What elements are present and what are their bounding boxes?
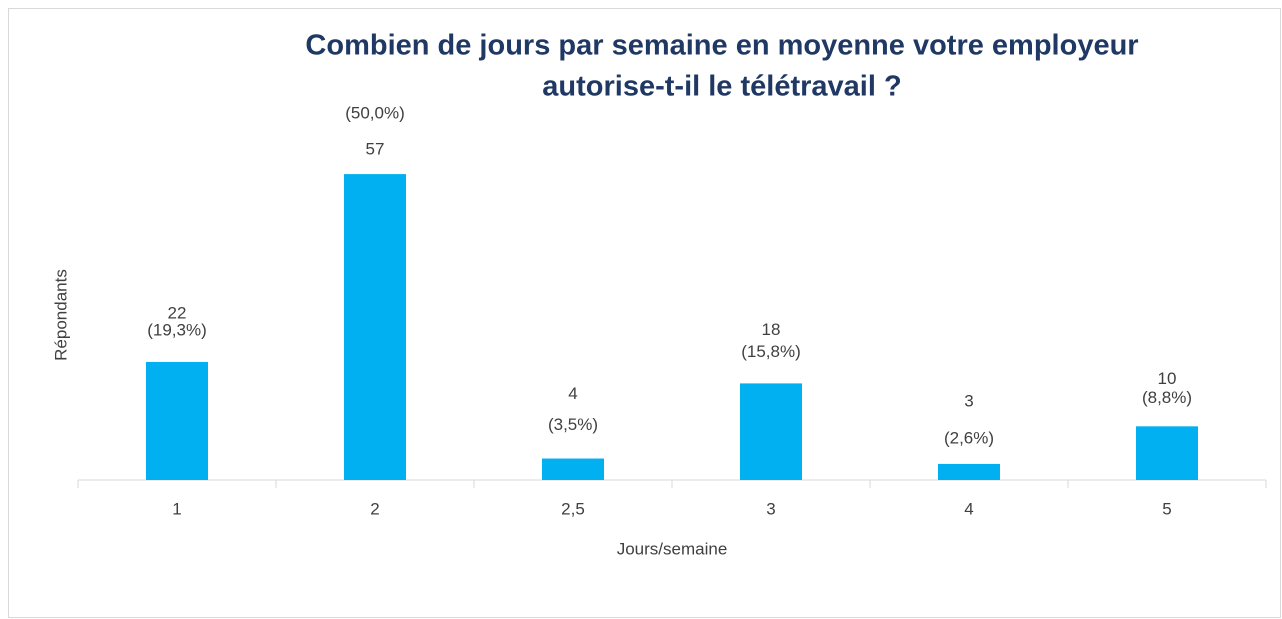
data-label: 4 [568,384,577,403]
percentage-label: (8,8%) [1142,388,1192,407]
data-label: 57 [366,140,385,159]
bar [344,174,406,480]
percentage-label: (19,3%) [147,320,207,339]
x-tick-label: 2 [370,499,379,518]
x-tick-label: 5 [1162,499,1171,518]
percentage-label: (50,0%) [345,104,405,123]
data-label: 22 [168,303,187,322]
x-tick-label: 4 [964,499,973,518]
data-label: 3 [964,391,973,410]
bar [740,383,802,480]
bar [146,361,208,480]
bar [542,458,604,480]
x-tick-label: 1 [172,499,181,518]
percentage-label: (2,6%) [944,428,994,447]
x-tick-label: 3 [766,499,775,518]
chart-border [8,8,1281,618]
data-label: 18 [762,320,781,339]
chart-title: autorise-t-il le télétravail ? [542,71,901,103]
y-axis-label: Répondants [51,269,70,361]
bar [938,463,1000,480]
x-tick-label: 2,5 [561,499,585,518]
percentage-label: (3,5%) [548,415,598,434]
chart-title: Combien de jours par semaine en moyenne … [305,30,1138,62]
data-label: 10 [1158,369,1177,388]
bar [1136,426,1198,480]
x-axis-label: Jours/semaine [617,539,728,558]
percentage-label: (15,8%) [741,342,801,361]
